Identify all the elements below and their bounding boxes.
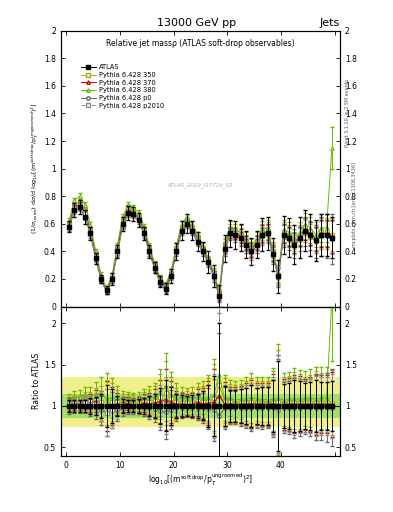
Y-axis label: Ratio to ATLAS: Ratio to ATLAS bbox=[32, 353, 41, 409]
Text: Relative jet massρ (ATLAS soft-drop observables): Relative jet massρ (ATLAS soft-drop obse… bbox=[106, 39, 295, 48]
Text: Jets: Jets bbox=[320, 18, 340, 28]
X-axis label: log$_{10}$[(m$^{\rm soft\,drop}$/p$_T^{\rm ungroomed}$)$^2$]: log$_{10}$[(m$^{\rm soft\,drop}$/p$_T^{\… bbox=[148, 472, 253, 488]
Y-axis label: $(1/\sigma_{\rm resim})$ d$\sigma$/d log$_{10}$[(m$^{\rm soft\,drop}$/p$_T^{\rm : $(1/\sigma_{\rm resim})$ d$\sigma$/d log… bbox=[29, 103, 41, 234]
Text: Rivet 3.1.10, ≥ 2.5M events: Rivet 3.1.10, ≥ 2.5M events bbox=[345, 78, 350, 147]
Text: ATLAS_2019_I1772b_02: ATLAS_2019_I1772b_02 bbox=[168, 182, 233, 188]
Legend: ATLAS, Pythia 6.428 350, Pythia 6.428 370, Pythia 6.428 380, Pythia 6.428 p0, Py: ATLAS, Pythia 6.428 350, Pythia 6.428 37… bbox=[78, 61, 167, 111]
Text: 13000 GeV pp: 13000 GeV pp bbox=[157, 18, 236, 28]
Text: mcplots.cern.ch [arXiv:1306.3436]: mcplots.cern.ch [arXiv:1306.3436] bbox=[352, 162, 357, 247]
